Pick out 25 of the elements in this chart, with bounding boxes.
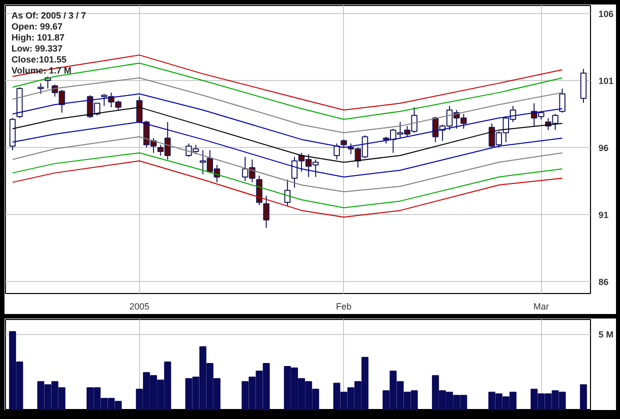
candlestick	[263, 195, 270, 228]
annotation: As Of: 2005 / 3 / 7	[12, 10, 86, 20]
annotation: Low: 99.337	[12, 44, 63, 54]
x-tick-label: Feb	[336, 302, 352, 312]
line-series	[12, 160, 563, 218]
line-series	[12, 62, 563, 120]
x-tick-label: 2005	[129, 302, 150, 312]
line-series	[12, 136, 563, 192]
candlestick	[559, 88, 566, 114]
y-tick-label: 86	[598, 276, 609, 287]
y-tick-label: 106	[598, 9, 614, 20]
y-tick-label: 101	[598, 76, 614, 86]
annotation: Open: 99.67	[12, 22, 63, 32]
annotation: Close:101.55	[12, 54, 67, 64]
line-series	[12, 152, 563, 208]
line-series	[12, 54, 563, 110]
x-tick-label: Mar	[533, 302, 549, 312]
y-tick-label: 5 M	[598, 330, 614, 340]
bar	[580, 384, 587, 410]
y-tick-label: 96	[598, 142, 609, 153]
annotation: High: 101.87	[12, 32, 65, 42]
y-tick-label: 91	[598, 210, 609, 220]
candlestick	[334, 142, 340, 160]
candlestick	[38, 82, 44, 94]
candlestick	[256, 175, 262, 206]
